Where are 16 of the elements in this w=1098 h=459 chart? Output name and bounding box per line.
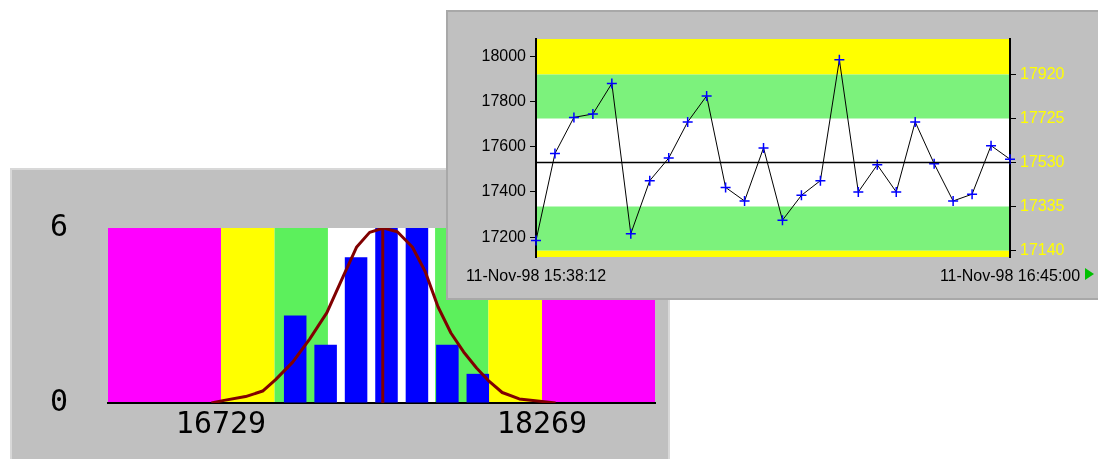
y2-tick-label: 17920 (1020, 64, 1065, 82)
y-tick-label: 18000 (481, 46, 527, 64)
x-tick-label: 18269 (496, 404, 588, 440)
x-tick-label: 11-Nov-98 16:45:00 (939, 267, 1081, 285)
y-tick-label: 17800 (481, 91, 527, 109)
y2-tick-label: 17530 (1020, 152, 1065, 170)
x-tick-label: 11-Nov-98 15:38:12 (465, 267, 607, 285)
y-tick-label: 6 (49, 207, 68, 243)
x-tick-label: 16729 (175, 404, 267, 440)
y-tick-label: 17600 (481, 137, 527, 155)
y-tick-label: 0 (49, 382, 68, 418)
y2-tick-label: 17140 (1020, 241, 1065, 259)
y-tick-label: 17200 (481, 227, 527, 245)
y2-tick-label: 17725 (1020, 108, 1065, 126)
y2-tick-label: 17335 (1020, 197, 1065, 215)
y-tick-label: 17400 (481, 182, 527, 200)
